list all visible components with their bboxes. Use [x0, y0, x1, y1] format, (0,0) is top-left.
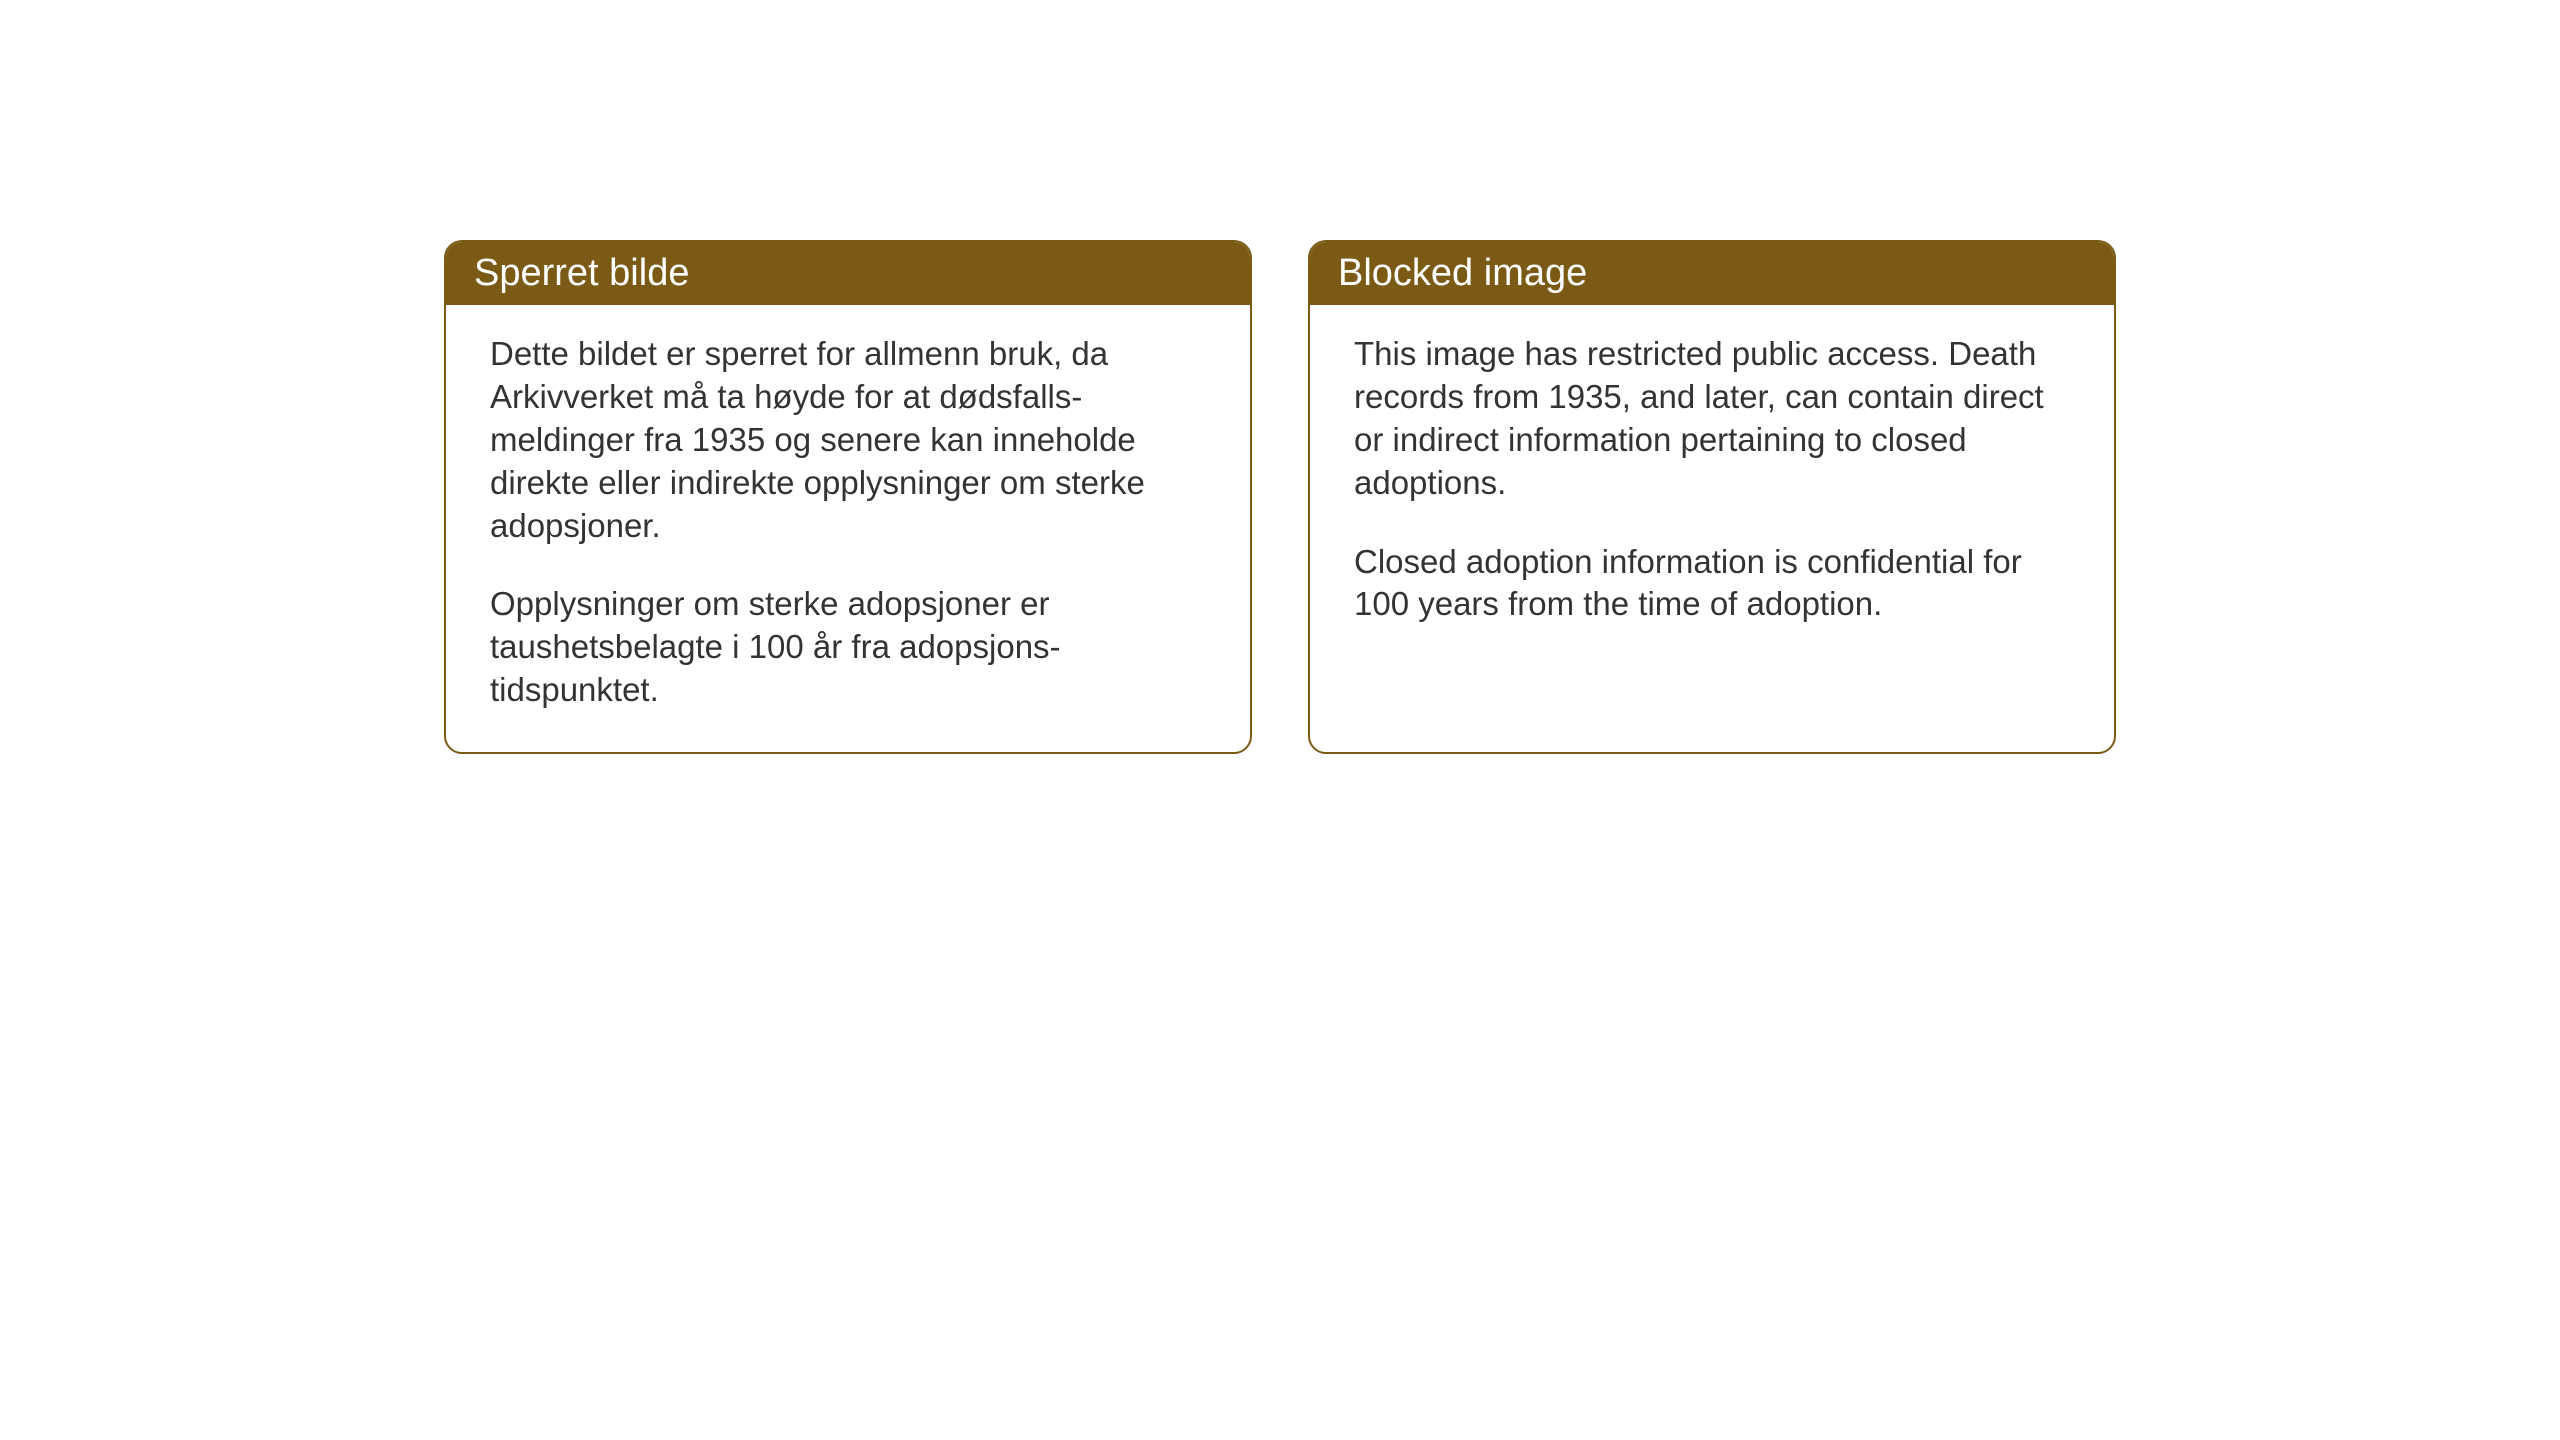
notice-header-norwegian: Sperret bilde — [446, 242, 1250, 305]
notice-body-norwegian: Dette bildet er sperret for allmenn bruk… — [446, 305, 1250, 752]
notice-card-english: Blocked image This image has restricted … — [1308, 240, 2116, 754]
notice-title-english: Blocked image — [1338, 252, 1587, 294]
notice-paragraph-norwegian-2: Opplysninger om sterke adopsjoner er tau… — [490, 583, 1206, 712]
notice-body-english: This image has restricted public access.… — [1310, 305, 2114, 666]
notice-paragraph-english-1: This image has restricted public access.… — [1354, 333, 2070, 505]
notice-title-norwegian: Sperret bilde — [474, 252, 689, 294]
notice-paragraph-english-2: Closed adoption information is confident… — [1354, 541, 2070, 627]
notice-container: Sperret bilde Dette bildet er sperret fo… — [444, 240, 2116, 754]
notice-card-norwegian: Sperret bilde Dette bildet er sperret fo… — [444, 240, 1252, 754]
notice-header-english: Blocked image — [1310, 242, 2114, 305]
notice-paragraph-norwegian-1: Dette bildet er sperret for allmenn bruk… — [490, 333, 1206, 547]
